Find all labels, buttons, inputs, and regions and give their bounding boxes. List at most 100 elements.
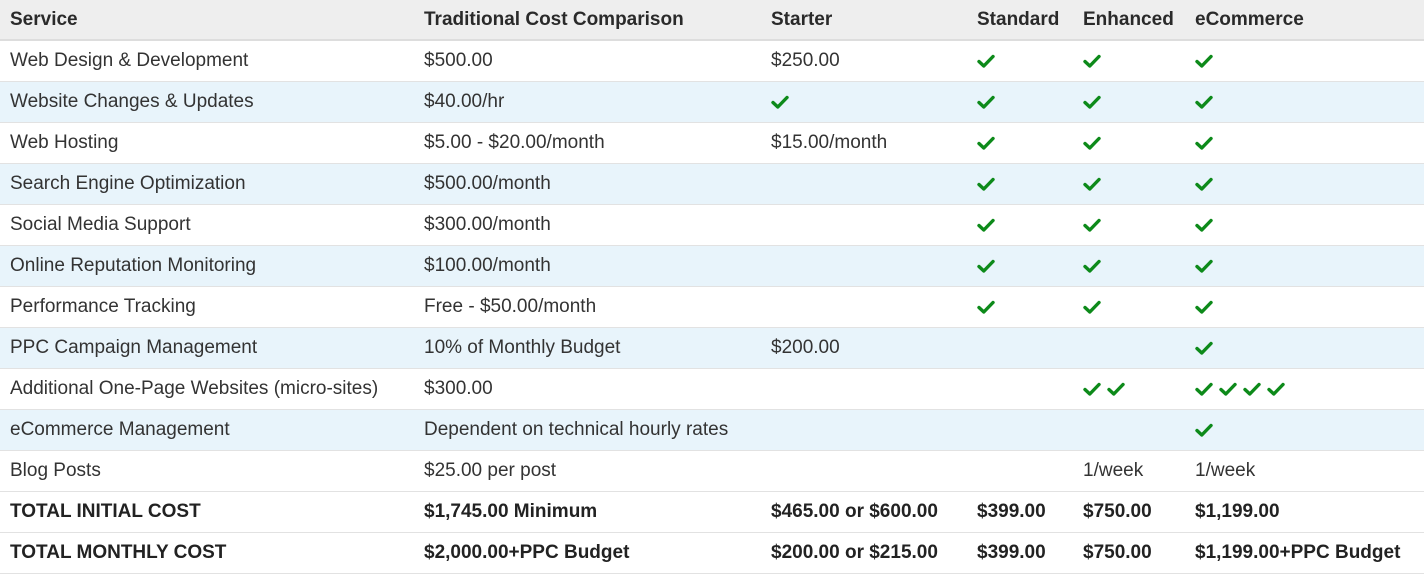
- header-service: Service: [0, 0, 414, 41]
- checkmark-icon: [771, 93, 789, 111]
- header-ecommerce: eCommerce: [1185, 0, 1424, 41]
- checkmark-icon: [977, 52, 995, 70]
- total-cell-traditional: $1,745.00 Minimum: [424, 501, 598, 522]
- cell-starter: [761, 451, 967, 492]
- cell-service: Search Engine Optimization: [10, 173, 246, 194]
- cell-enhanced: [1073, 82, 1185, 123]
- table-row: Website Changes & Updates $40.00/hr: [0, 81, 1424, 123]
- total-cell-enhanced: $750.00: [1083, 542, 1152, 563]
- cell-ecommerce: [1185, 123, 1424, 164]
- checkmark-icon: [1083, 298, 1101, 316]
- checkmark-icon: [977, 93, 995, 111]
- cell-standard: [967, 40, 1073, 82]
- checkmark-icon: [1195, 421, 1213, 439]
- cell-ecommerce: 1/week: [1195, 460, 1256, 481]
- cell-standard: [967, 287, 1073, 328]
- cell-traditional: Dependent on technical hourly rates: [424, 419, 729, 440]
- cell-enhanced: [1073, 287, 1185, 328]
- cell-service: Web Design & Development: [10, 50, 249, 71]
- table-row: Blog Posts $25.00 per post 1/week 1/week: [0, 450, 1424, 492]
- cell-ecommerce: [1185, 205, 1424, 246]
- cell-starter: $200.00: [771, 337, 840, 358]
- cell-starter: [761, 287, 967, 328]
- cell-starter: [761, 246, 967, 287]
- checkmark-icon: [1195, 216, 1213, 234]
- cell-enhanced: [1073, 410, 1185, 451]
- table-row: PPC Campaign Management 10% of Monthly Bu…: [0, 327, 1424, 369]
- cell-traditional: $300.00/month: [424, 214, 551, 235]
- total-row: TOTAL MONTHLY COST $2,000.00+PPC Budget $2…: [0, 532, 1424, 574]
- table-row: Web Hosting $5.00 - $20.00/month $15.00/mo…: [0, 122, 1424, 164]
- header-row: Service Traditional Cost Comparison Star…: [0, 0, 1424, 41]
- table-row: Social Media Support $300.00/month: [0, 204, 1424, 246]
- cell-ecommerce: [1185, 82, 1424, 123]
- total-cell-enhanced: $750.00: [1083, 501, 1152, 522]
- cell-ecommerce: [1185, 369, 1424, 410]
- total-row: TOTAL INITIAL COST $1,745.00 Minimum $465.…: [0, 491, 1424, 533]
- cell-service: PPC Campaign Management: [10, 337, 258, 358]
- cell-enhanced: [1073, 123, 1185, 164]
- table-row: Online Reputation Monitoring $100.00/mont…: [0, 245, 1424, 287]
- cell-traditional: 10% of Monthly Budget: [424, 337, 621, 358]
- cell-ecommerce: [1185, 40, 1424, 82]
- table-row: Additional One-Page Websites (micro-site…: [0, 368, 1424, 410]
- cell-standard: [967, 246, 1073, 287]
- header-enhanced: Enhanced: [1073, 0, 1185, 41]
- header-standard: Standard: [967, 0, 1073, 41]
- cell-standard: [967, 451, 1073, 492]
- table-row: Search Engine Optimization $500.00/month: [0, 163, 1424, 205]
- checkmark-icon: [1083, 93, 1101, 111]
- total-cell-standard: $399.00: [977, 501, 1046, 522]
- checkmark-icon: [1195, 298, 1213, 316]
- checkmark-icon: [1219, 380, 1237, 398]
- checkmark-icon: [1195, 175, 1213, 193]
- checkmark-icon: [977, 175, 995, 193]
- cell-standard: [967, 123, 1073, 164]
- table-row: Web Design & Development $500.00 $250.00: [0, 40, 1424, 82]
- cell-starter: $15.00/month: [771, 132, 888, 153]
- table-row: eCommerce Management Dependent on technic…: [0, 409, 1424, 451]
- checkmark-icon: [1107, 380, 1125, 398]
- cell-ecommerce: [1185, 287, 1424, 328]
- cell-standard: [967, 164, 1073, 205]
- cell-standard: [967, 205, 1073, 246]
- cell-starter: [761, 164, 967, 205]
- cell-enhanced: [1073, 369, 1185, 410]
- checkmark-icon: [977, 134, 995, 152]
- checkmark-icon: [1083, 134, 1101, 152]
- checkmark-icon: [1083, 380, 1101, 398]
- cell-standard: [967, 410, 1073, 451]
- cell-traditional: $5.00 - $20.00/month: [424, 132, 605, 153]
- cell-enhanced: [1073, 40, 1185, 82]
- cell-traditional: $500.00: [424, 50, 493, 71]
- total-cell-starter: $465.00 or $600.00: [771, 501, 938, 522]
- checkmark-icon: [1195, 93, 1213, 111]
- cell-service: eCommerce Management: [10, 419, 230, 440]
- checkmark-icon: [1195, 380, 1213, 398]
- cell-service: Additional One-Page Websites (micro-site…: [10, 378, 379, 399]
- cell-service: Online Reputation Monitoring: [10, 255, 257, 276]
- cell-traditional: $40.00/hr: [424, 91, 505, 112]
- checkmark-icon: [1195, 134, 1213, 152]
- checkmark-icon: [977, 257, 995, 275]
- checkmark-icon: [1195, 339, 1213, 357]
- cell-traditional: $300.00: [424, 378, 493, 399]
- cell-enhanced: [1073, 328, 1185, 369]
- cell-service: Website Changes & Updates: [10, 91, 254, 112]
- cell-standard: [967, 82, 1073, 123]
- total-cell-standard: $399.00: [977, 542, 1046, 563]
- cell-ecommerce: [1185, 410, 1424, 451]
- cell-starter: $250.00: [771, 50, 840, 71]
- cell-service: Blog Posts: [10, 460, 101, 481]
- cell-ecommerce: [1185, 246, 1424, 287]
- cell-starter: [761, 369, 967, 410]
- cell-starter: [761, 205, 967, 246]
- cell-ecommerce: [1185, 328, 1424, 369]
- cell-traditional: $100.00/month: [424, 255, 551, 276]
- cell-service: Social Media Support: [10, 214, 191, 235]
- cell-ecommerce: [1185, 164, 1424, 205]
- total-cell-traditional: $2,000.00+PPC Budget: [424, 542, 630, 563]
- cell-enhanced: 1/week: [1083, 460, 1144, 481]
- table-header: Service Traditional Cost Comparison Star…: [0, 0, 1424, 41]
